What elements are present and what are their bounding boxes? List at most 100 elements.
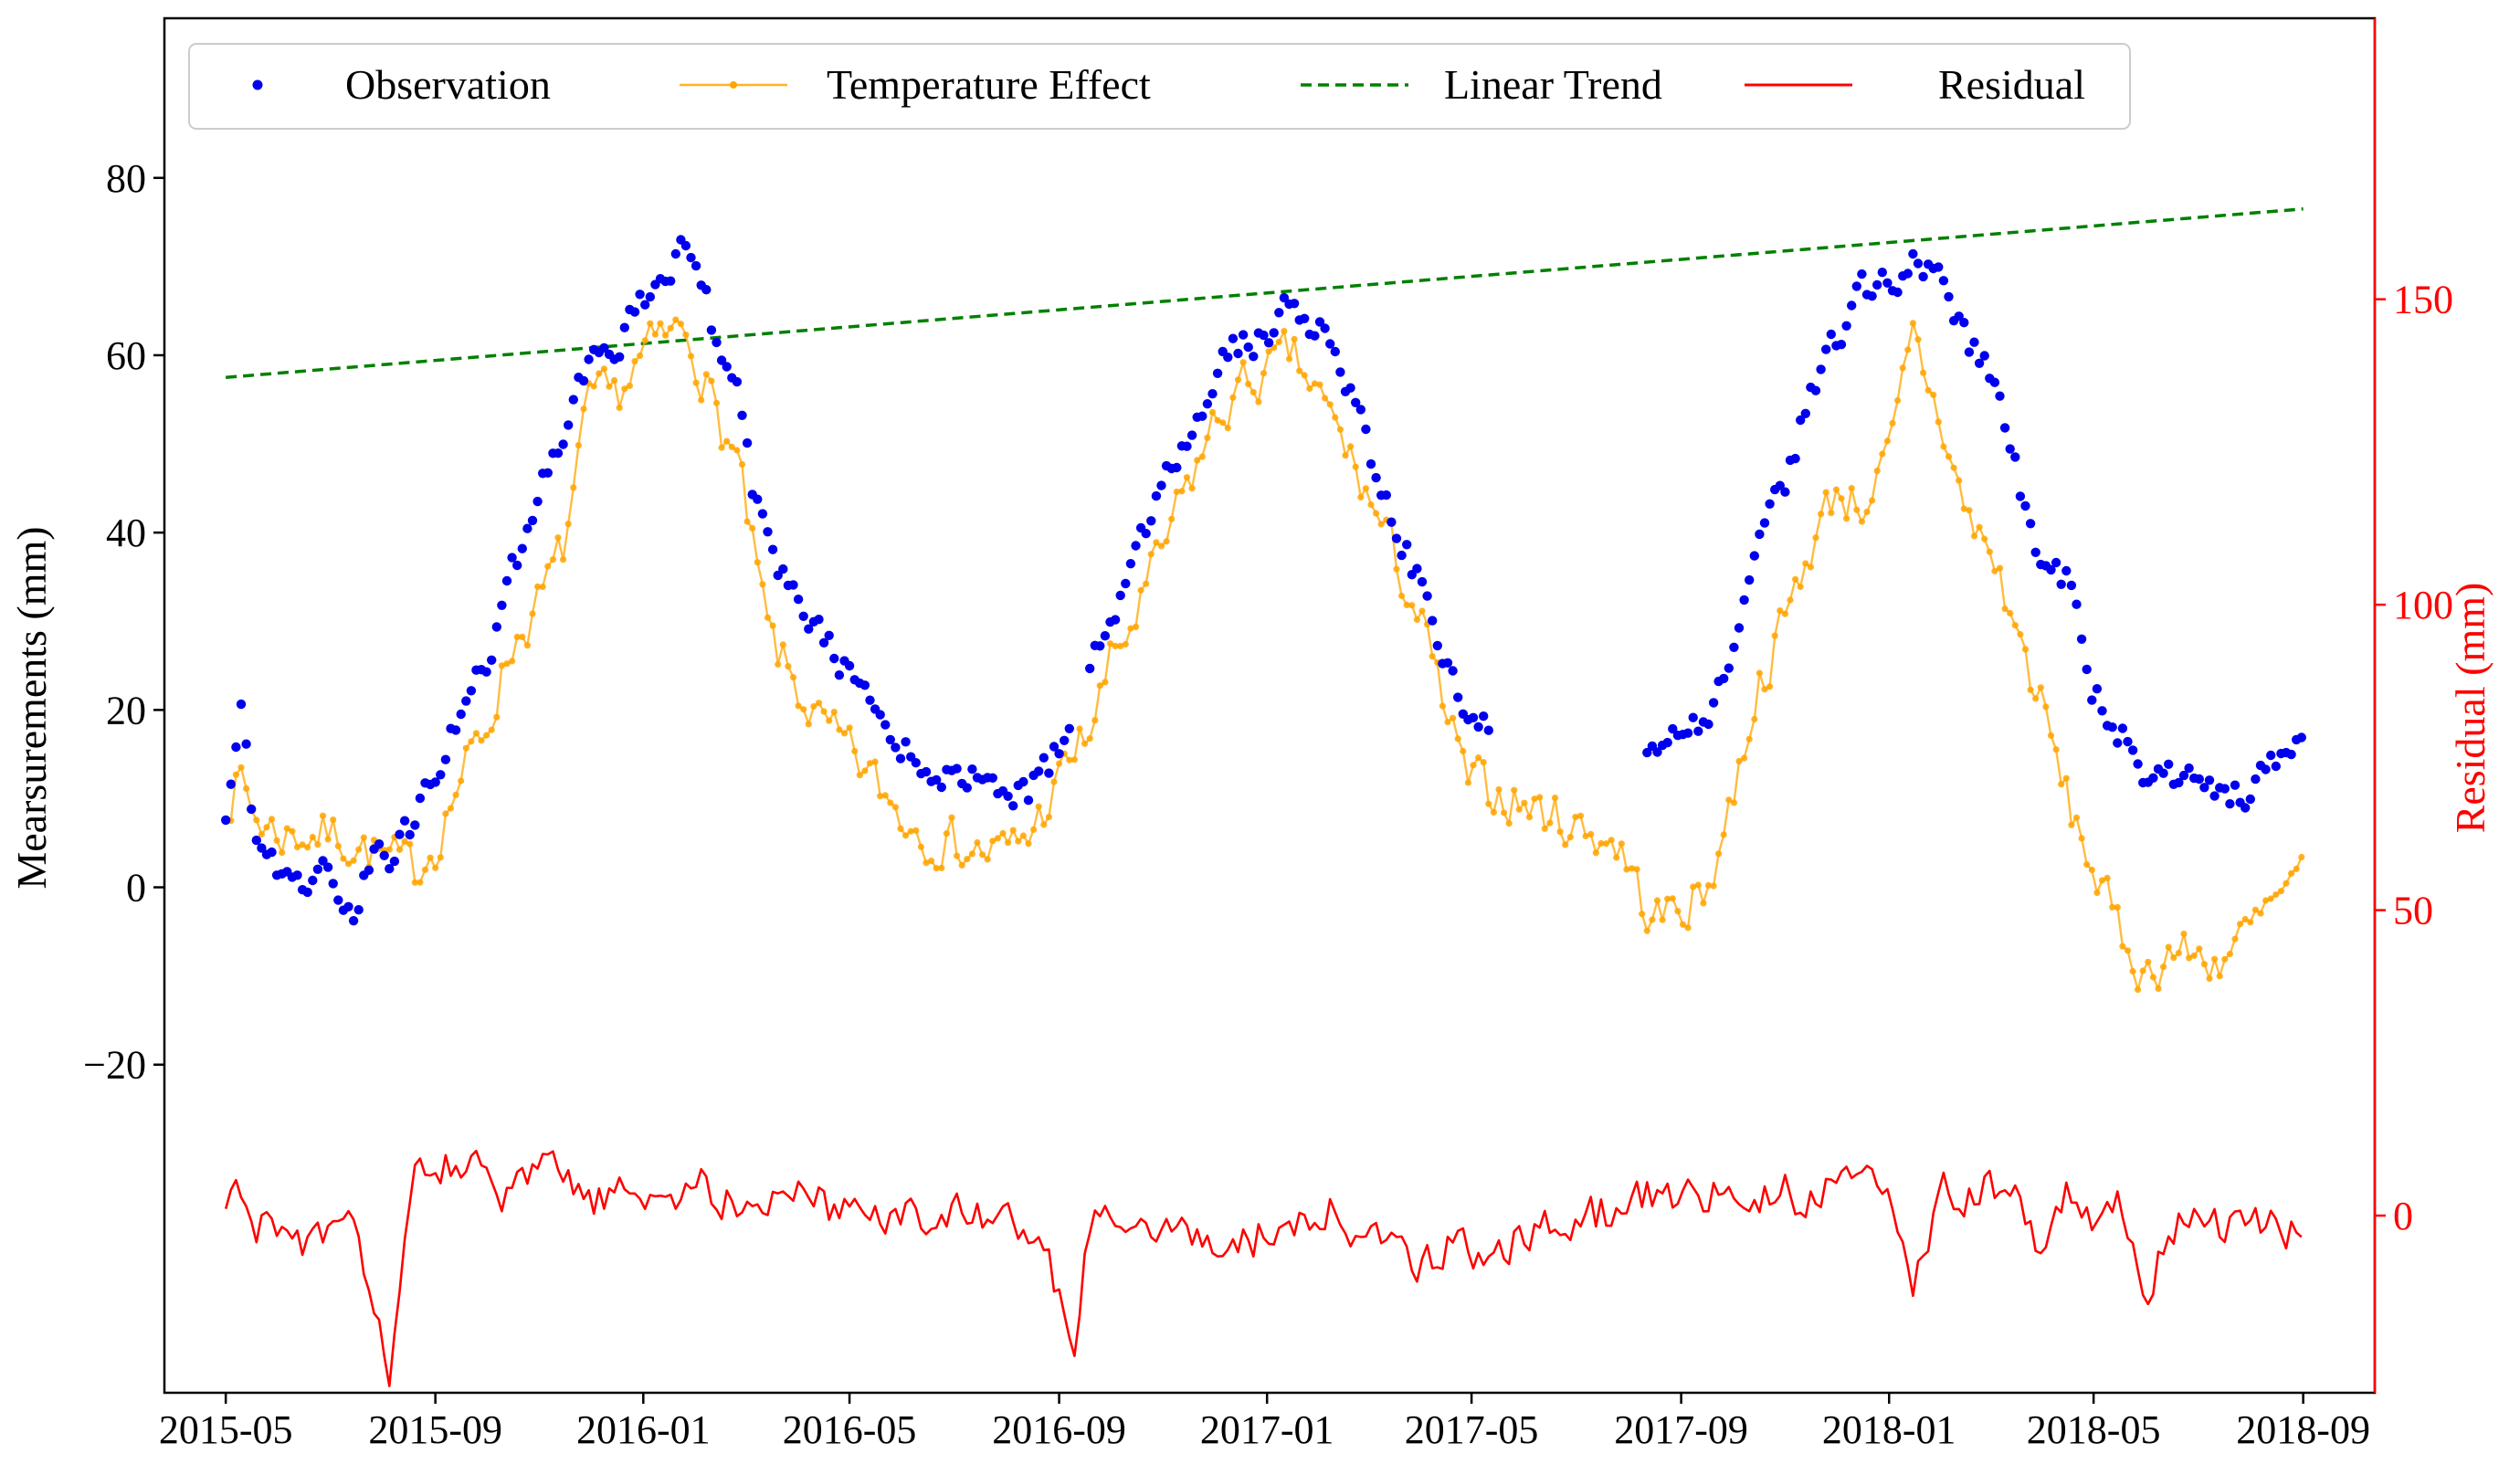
temperature-point [1219, 419, 1227, 427]
temperature-point [2052, 746, 2060, 753]
observation-point [1755, 529, 1765, 540]
temperature-point [2129, 967, 2136, 975]
temperature-point [1096, 682, 1103, 690]
temperature-point [651, 331, 659, 338]
observation-point [880, 720, 891, 730]
temperature-point [764, 614, 772, 621]
temperature-point [1551, 795, 1559, 802]
observation-point [1412, 563, 1422, 574]
observation-point [2015, 491, 2026, 501]
temperature-point [1153, 539, 1160, 546]
observation-point [1872, 279, 1882, 290]
observation-point [2296, 732, 2306, 743]
observation-point [1381, 490, 1392, 500]
temperature-point [928, 858, 935, 865]
temperature-point [1444, 719, 1451, 726]
observation-point [1223, 353, 1233, 363]
temperature-point [1306, 384, 1313, 393]
temperature-point [243, 785, 250, 793]
legend-temperature-label: Temperature Effect [827, 61, 1151, 108]
legend-temperature-marker [730, 81, 737, 89]
temperature-point [1255, 398, 1262, 405]
temperature-point [1858, 518, 1865, 525]
observation-point [1008, 801, 1018, 811]
observation-point [1060, 735, 1070, 745]
observation-point [859, 680, 870, 690]
observation-point [952, 764, 962, 774]
observation-point [450, 725, 461, 735]
temperature-point [1807, 563, 1814, 571]
observation-point [1361, 424, 1371, 435]
temperature-point [958, 861, 965, 869]
temperature-point [749, 524, 756, 532]
temperature-point [912, 827, 920, 835]
observation-point [1269, 328, 1279, 338]
observation-point [2245, 794, 2255, 805]
observation-point [1934, 262, 1944, 272]
temperature-point [1628, 865, 1636, 872]
temperature-point [2262, 897, 2270, 904]
axes: −20 0 20 40 60 80 0 50 100 150 2015-05 2015-09 2016-… [83, 18, 2453, 1452]
temperature-point [344, 860, 353, 868]
observation-point [584, 354, 594, 364]
temperature-point [2190, 952, 2198, 959]
temperature-point [815, 700, 823, 707]
temperature-point [708, 377, 715, 384]
temperature-point [2257, 910, 2264, 917]
temperature-point [472, 730, 480, 737]
temperature-point [1587, 830, 1595, 838]
temperature-point [1710, 882, 1717, 890]
observation-point [619, 322, 629, 332]
temperature-point [626, 382, 634, 389]
temperature-point [2078, 835, 2085, 842]
temperature-point [2119, 943, 2126, 950]
y-tick-label: −20 [83, 1043, 146, 1088]
temperature-point [1147, 551, 1155, 558]
observation-point [1151, 490, 1162, 501]
temperature-point [1725, 796, 1733, 804]
temperature-point [1597, 839, 1605, 848]
observation-point [2107, 722, 2117, 732]
temperature-point [1531, 795, 1538, 803]
temperature-point [1756, 669, 1763, 677]
temperature-point [279, 849, 286, 857]
temperature-point [733, 447, 741, 454]
observation-point [1182, 441, 1192, 451]
observation-point [1959, 318, 1969, 328]
temperature-point [1741, 754, 1748, 762]
temperature-point [1970, 532, 1978, 540]
temperature-point [596, 370, 603, 377]
temperature-point [1546, 819, 1554, 827]
temperature-point [2124, 947, 2132, 954]
temperature-point [2145, 958, 2152, 965]
temperature-point [1367, 501, 1375, 509]
temperature-point [637, 352, 644, 360]
temperature-point [427, 854, 434, 861]
temperature-point [702, 371, 710, 378]
temperature-point [1214, 416, 1221, 424]
temperature-point [2135, 986, 2142, 994]
temperature-point [600, 365, 608, 373]
observation-point [1810, 385, 1821, 395]
temperature-point [820, 708, 828, 715]
observation-point [1428, 616, 1438, 626]
temperature-point [891, 804, 900, 811]
temperature-point [826, 717, 833, 724]
temperature-point [253, 816, 260, 824]
temperature-point [458, 777, 465, 785]
temperature-point [1086, 735, 1093, 743]
observation-point [1044, 768, 1054, 778]
observation-point [1351, 397, 1361, 407]
observation-point [2158, 768, 2168, 778]
observation-point [1197, 411, 1207, 421]
temperature-point [1572, 814, 1579, 821]
observation-point [1121, 578, 1131, 589]
observation-point [1693, 726, 1703, 736]
temperature-point [2288, 869, 2295, 878]
observation-point [226, 779, 236, 789]
observation-point [1847, 300, 1857, 311]
observation-point [2209, 791, 2219, 801]
temperature-point [258, 830, 265, 838]
observation-point [1156, 480, 1166, 490]
temperature-point [1996, 564, 2004, 572]
